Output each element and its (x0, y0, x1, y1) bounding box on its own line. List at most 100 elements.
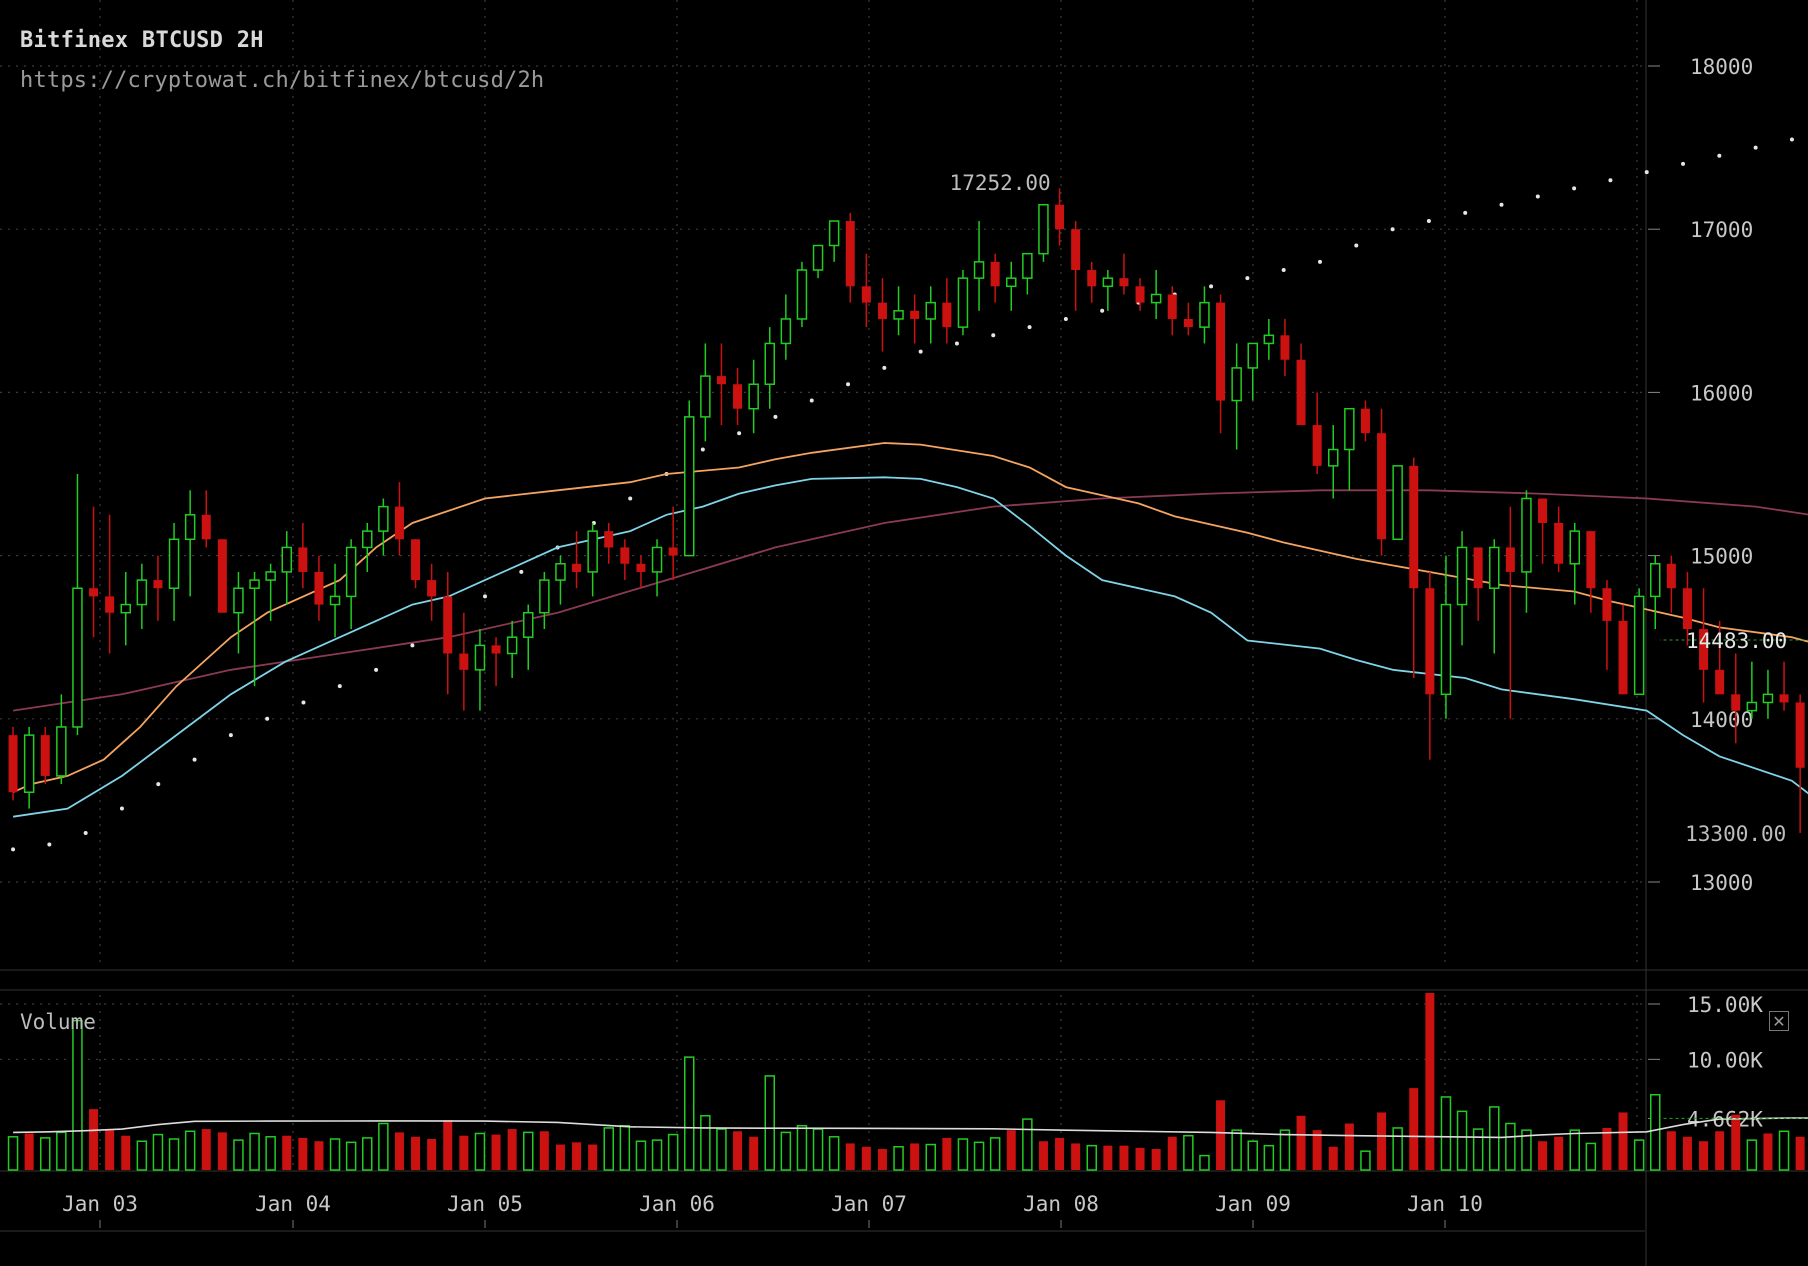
volume-bar (1409, 1088, 1419, 1170)
sar-dot (773, 414, 778, 419)
price-tick-label: 13000 (1690, 871, 1753, 895)
candle-body (700, 375, 711, 418)
volume-bar (619, 1124, 631, 1171)
sar-dot (1644, 170, 1649, 175)
candle-body (636, 563, 646, 572)
volume-bar (459, 1135, 469, 1170)
candle-body (394, 506, 404, 540)
volume-bar (700, 1115, 711, 1171)
time-tick-label: Jan 10 (1407, 1192, 1483, 1216)
candle-body (1731, 694, 1741, 711)
volume-bar (1279, 1129, 1291, 1171)
volume-bar (378, 1122, 389, 1171)
candle-body (828, 220, 840, 247)
candle-body (8, 735, 18, 793)
volume-bar (474, 1132, 486, 1171)
volume-bar (572, 1142, 582, 1170)
sar-dot (1027, 325, 1032, 330)
volume-bar (394, 1132, 404, 1170)
volume-bar (40, 1137, 51, 1171)
sar-dot (1063, 316, 1068, 321)
candle-body (1779, 694, 1789, 703)
sar-dot (991, 333, 996, 338)
candle-body (1489, 546, 1500, 589)
close-box-icon[interactable]: ✕ (1769, 1011, 1789, 1031)
candle-body (1344, 407, 1355, 451)
candle-body (1682, 588, 1692, 630)
volume-bar (1602, 1127, 1612, 1170)
candle-body (716, 376, 726, 385)
candle-body (23, 734, 35, 793)
candle-body (1505, 547, 1515, 572)
candle-body (1715, 669, 1725, 695)
time-tick-label: Jan 09 (1215, 1192, 1291, 1216)
volume-bar (1650, 1093, 1661, 1171)
sar-dot (11, 847, 16, 852)
volume-bar (1135, 1147, 1145, 1170)
volume-tick-label: 10.00K (1687, 1048, 1763, 1072)
volume-bar (1167, 1136, 1177, 1170)
volume-bar (89, 1109, 99, 1170)
candle-body (539, 579, 550, 614)
candle-body (1263, 334, 1275, 345)
sar-dot (954, 341, 959, 346)
candle-body (153, 580, 163, 589)
volume-bar (1633, 1139, 1645, 1171)
volume-bar (635, 1140, 647, 1171)
ema-slow-line (12, 476, 1808, 818)
volume-panel-label: Volume (20, 1010, 96, 1034)
volume-bar (1682, 1136, 1692, 1170)
candle-body (1746, 701, 1758, 712)
sar-dot (809, 398, 814, 403)
candle-body (1633, 595, 1645, 696)
candle-body (1456, 546, 1468, 606)
candle-body (427, 580, 437, 597)
candle-body (957, 277, 969, 328)
volume-bar (925, 1143, 936, 1171)
volume-bar (1231, 1129, 1242, 1171)
sar-dot (1717, 153, 1722, 158)
volume-bar (1006, 1130, 1016, 1170)
candle-body (1071, 229, 1081, 270)
volume-bar (1778, 1130, 1790, 1171)
volume-bar (1199, 1154, 1210, 1171)
candle-body (298, 547, 308, 572)
volume-bar (233, 1139, 244, 1171)
volume-bar (1055, 1137, 1065, 1170)
volume-bar (1489, 1106, 1500, 1171)
candle-body (56, 726, 67, 777)
candle-body (40, 735, 50, 776)
candle-body (748, 383, 759, 410)
candle-body (1602, 588, 1612, 621)
volume-bar (298, 1137, 308, 1170)
sar-dot (1281, 268, 1286, 272)
candle-body (812, 244, 824, 271)
volume-bar (942, 1137, 952, 1170)
candle-body (1135, 286, 1145, 303)
candle-body (1409, 465, 1419, 589)
high-price-annotation: 17252.00 (950, 171, 1051, 195)
candle-body (1216, 302, 1226, 401)
time-tick-label: Jan 04 (255, 1192, 331, 1216)
candle-body (523, 611, 534, 638)
candle-body (1425, 588, 1435, 695)
volume-bar (329, 1138, 341, 1171)
volume-bar (427, 1139, 437, 1170)
volume-bar (1569, 1129, 1580, 1171)
candle-body (1569, 530, 1580, 565)
volume-bar (1071, 1143, 1081, 1170)
volume-bar (1425, 992, 1435, 1170)
low-price-annotation: 13300.00 (1685, 822, 1786, 846)
candle-body (990, 261, 1000, 287)
candle-body (1296, 359, 1306, 426)
candle-body (459, 653, 469, 670)
candle-body (1360, 408, 1370, 434)
sar-dot (47, 842, 52, 847)
sar-dot (1608, 178, 1613, 183)
candle-body (1762, 693, 1774, 704)
sar-dot (519, 569, 524, 574)
volume-bar (1086, 1144, 1097, 1171)
volume-bar (1119, 1145, 1129, 1170)
